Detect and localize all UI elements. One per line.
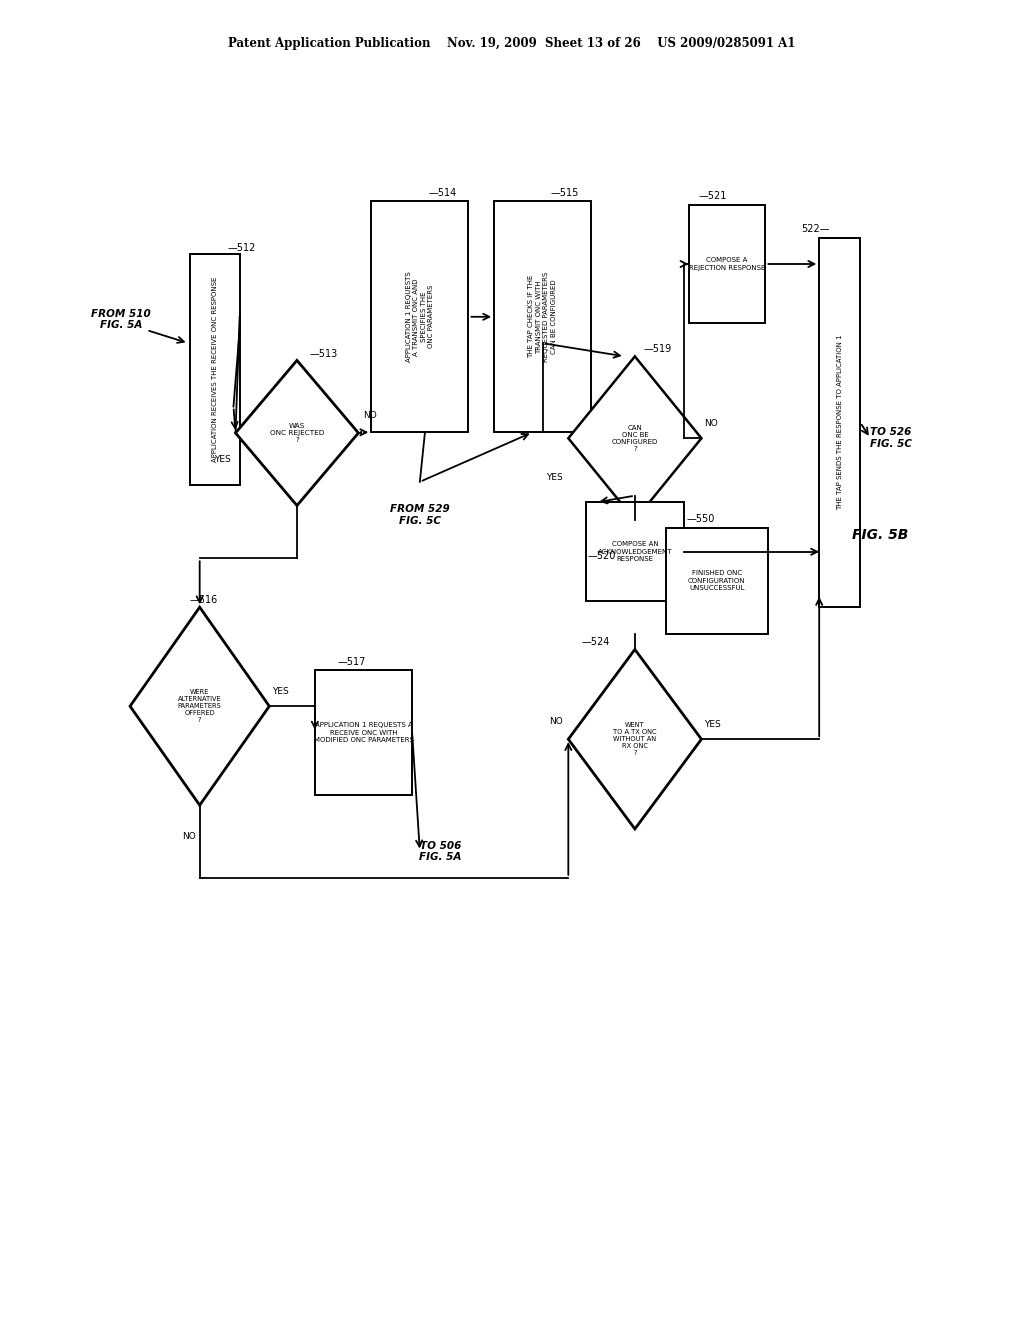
FancyBboxPatch shape (819, 238, 860, 607)
Text: —550: —550 (686, 513, 715, 524)
Text: Patent Application Publication    Nov. 19, 2009  Sheet 13 of 26    US 2009/02850: Patent Application Publication Nov. 19, … (228, 37, 796, 50)
FancyBboxPatch shape (190, 255, 240, 486)
Text: WENT
TO A TX ONC
WITHOUT AN
RX ONC
?: WENT TO A TX ONC WITHOUT AN RX ONC ? (613, 722, 656, 756)
Text: YES: YES (705, 719, 721, 729)
Text: FROM 510
FIG. 5A: FROM 510 FIG. 5A (91, 309, 151, 330)
FancyBboxPatch shape (586, 503, 684, 602)
Text: —515: —515 (551, 187, 580, 198)
Text: NO: NO (364, 411, 377, 420)
Text: —513: —513 (309, 348, 338, 359)
Text: —512: —512 (227, 243, 256, 253)
Text: FINISHED ONC
CONFIGURATION
UNSUCCESSFUL: FINISHED ONC CONFIGURATION UNSUCCESSFUL (688, 570, 745, 591)
FancyBboxPatch shape (688, 205, 765, 323)
Text: APPLICATION 1 REQUESTS A
RECEIVE ONC WITH
MODIFIED ONC PARAMETERS: APPLICATION 1 REQUESTS A RECEIVE ONC WIT… (313, 722, 414, 743)
FancyBboxPatch shape (495, 202, 592, 433)
FancyBboxPatch shape (371, 202, 469, 433)
Text: NO: NO (182, 832, 197, 841)
Text: NO: NO (550, 717, 563, 726)
Text: —519: —519 (643, 343, 672, 354)
Text: WERE
ALTERNATIVE
PARAMETERS
OFFERED
?: WERE ALTERNATIVE PARAMETERS OFFERED ? (178, 689, 221, 723)
Polygon shape (568, 356, 701, 520)
Text: TO 506
FIG. 5A: TO 506 FIG. 5A (419, 841, 462, 862)
Text: FIG. 5B: FIG. 5B (852, 528, 909, 541)
Text: APPLICATION 1 REQUESTS
A TRANSMIT ONC AND
SPECIFIES THE
ONC PARAMETERS: APPLICATION 1 REQUESTS A TRANSMIT ONC AN… (406, 272, 434, 362)
FancyBboxPatch shape (315, 671, 412, 795)
Text: THE TAP SENDS THE RESPONSE TO APPLICATION 1: THE TAP SENDS THE RESPONSE TO APPLICATIO… (837, 334, 843, 511)
Text: —521: —521 (698, 190, 727, 201)
Text: YES: YES (214, 455, 230, 463)
Text: —520: —520 (588, 550, 616, 561)
Text: COMPOSE A
REJECTION RESPONSE: COMPOSE A REJECTION RESPONSE (689, 257, 765, 271)
Text: —516: —516 (189, 594, 218, 605)
Text: COMPOSE AN
ACKNOWLEDGEMENT
RESPONSE: COMPOSE AN ACKNOWLEDGEMENT RESPONSE (598, 541, 672, 562)
Text: —524: —524 (582, 636, 610, 647)
Text: CAN
ONC BE
CONFIGURED
?: CAN ONC BE CONFIGURED ? (611, 425, 658, 451)
Text: —517: —517 (338, 656, 367, 667)
Text: —514: —514 (428, 187, 457, 198)
Text: TO 526
FIG. 5C: TO 526 FIG. 5C (869, 428, 912, 449)
Text: NO: NO (705, 418, 718, 428)
Text: WAS
ONC REJECTED
?: WAS ONC REJECTED ? (269, 422, 325, 444)
Polygon shape (130, 607, 269, 805)
Text: FROM 529
FIG. 5C: FROM 529 FIG. 5C (390, 504, 450, 525)
Text: YES: YES (547, 474, 563, 482)
Polygon shape (236, 360, 358, 506)
Text: THE TAP CHECKS IF THE
TRANSMIT ONC WITH
REQUESTED PARAMETERS
CAN BE CONFIGURED: THE TAP CHECKS IF THE TRANSMIT ONC WITH … (528, 272, 557, 362)
FancyBboxPatch shape (666, 528, 768, 634)
Polygon shape (568, 649, 701, 829)
Text: APPLICATION RECEIVES THE RECEIVE ONC RESPONSE: APPLICATION RECEIVES THE RECEIVE ONC RES… (212, 277, 218, 462)
Text: 522—: 522— (801, 223, 829, 234)
Text: YES: YES (272, 686, 289, 696)
